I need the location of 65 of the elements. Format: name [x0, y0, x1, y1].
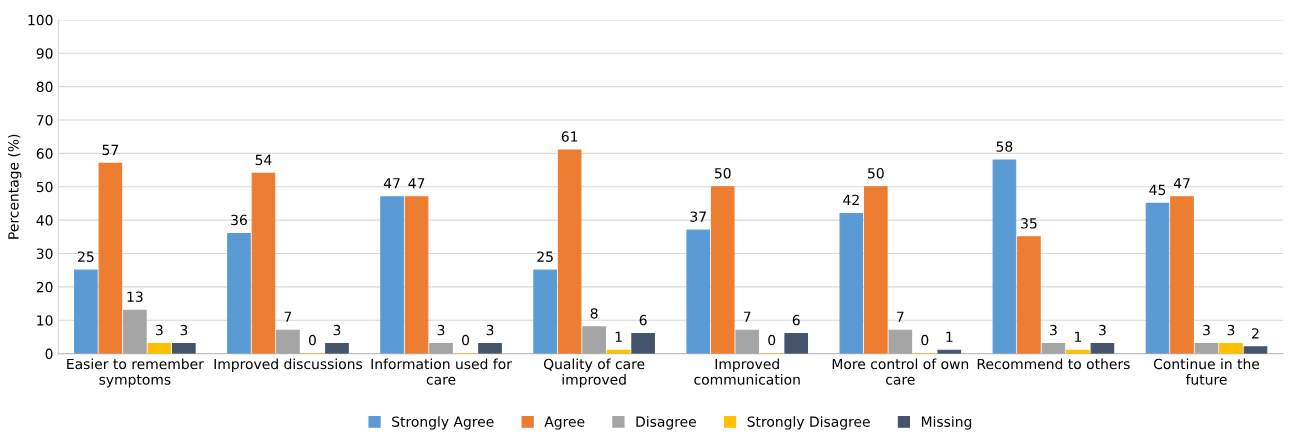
y-tick-label: 20 [36, 281, 53, 293]
data-label: 1 [1075, 331, 1082, 342]
data-label: 0 [921, 334, 929, 346]
data-label: 7 [284, 311, 292, 322]
legend-label: Agree [544, 416, 585, 430]
data-label: 0 [768, 334, 776, 346]
y-tick-label: 90 [36, 48, 53, 59]
data-label: 3 [1203, 324, 1210, 336]
data-label: 42 [843, 194, 859, 205]
data-label: 57 [102, 144, 119, 156]
data-label: 37 [690, 211, 706, 222]
data-label: 58 [996, 141, 1013, 152]
y-tick-label: 100 [28, 14, 53, 26]
data-label: 3 [1227, 324, 1235, 336]
data-label: 54 [255, 154, 272, 166]
y-tick-label: 70 [36, 114, 53, 126]
data-label: 7 [743, 311, 751, 322]
y-tick-label: 0 [45, 348, 53, 360]
data-label: 1 [946, 331, 953, 342]
data-label: 47 [408, 178, 425, 189]
y-tick-label: 40 [36, 215, 53, 226]
x-tick-label: Recommend to others [977, 358, 1130, 370]
y-tick-label: 50 [36, 181, 53, 193]
x-tick-label: Easier to remember symptoms [67, 358, 204, 388]
data-label: 35 [1021, 218, 1037, 229]
data-label: 25 [537, 251, 553, 262]
data-label: 2 [1252, 328, 1259, 339]
data-label: 6 [792, 314, 800, 326]
legend-label: Strongly Disagree [747, 416, 870, 430]
y-tick-label: 80 [36, 81, 53, 93]
y-tick-label: 10 [37, 315, 53, 326]
y-tick-label: 60 [36, 148, 53, 159]
data-label: 25 [78, 251, 94, 262]
legend-label: Missing [921, 416, 972, 430]
data-label: 3 [437, 324, 445, 336]
data-label: 13 [127, 291, 143, 302]
data-label: 50 [714, 167, 731, 179]
data-label: 6 [639, 314, 647, 326]
x-tick-label: Information used for care [371, 358, 512, 385]
x-tick-label: Quality of care improved [543, 358, 645, 388]
legend-label: Strongly Agree [392, 416, 494, 430]
data-label: 7 [897, 311, 904, 322]
data-label: 3 [1050, 324, 1057, 336]
data-label: 3 [333, 324, 341, 336]
legend-label: Disagree [636, 416, 696, 430]
y-tick-label: 30 [36, 248, 53, 259]
data-label: 3 [180, 324, 188, 336]
data-label: 3 [156, 324, 163, 336]
data-label: 1 [615, 331, 622, 342]
x-tick-label: More control of own care [832, 358, 969, 385]
data-label: 47 [1173, 178, 1190, 189]
x-tick-label: Improved communication [694, 358, 800, 385]
data-label: 3 [1099, 324, 1106, 336]
x-tick-label: Improved discussions [214, 358, 363, 372]
data-label: 36 [231, 214, 247, 226]
data-label: 45 [1149, 184, 1166, 196]
data-label: 0 [462, 334, 470, 346]
data-label: 3 [486, 324, 494, 336]
x-tick-label: Continue in the future [1153, 358, 1260, 385]
data-label: 50 [868, 167, 884, 179]
data-label: 0 [308, 334, 316, 346]
data-label: 47 [383, 178, 400, 189]
y-axis-title: Percentage (%) [7, 134, 22, 239]
data-label: 8 [590, 308, 598, 319]
data-label: 61 [561, 131, 578, 142]
